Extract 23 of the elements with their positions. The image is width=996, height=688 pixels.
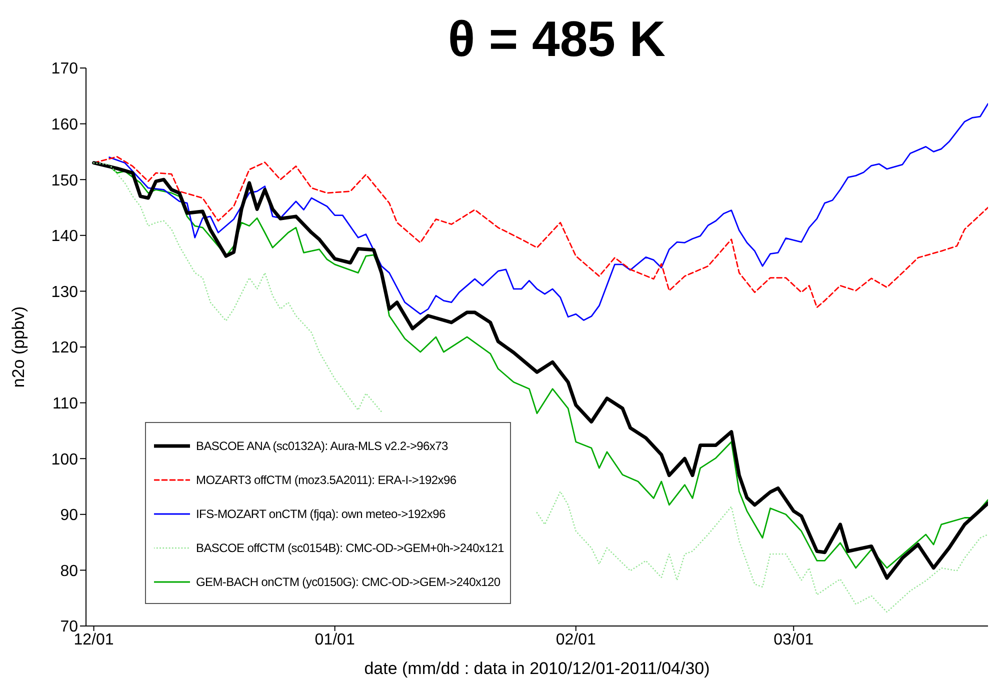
x-axis-title: date (mm/dd : data in 2010/12/01-2011/04/30) [364,659,710,678]
x-tick-label: 03/01 [774,631,814,648]
line-series [108,103,988,321]
y-tick-label: 170 [51,60,78,78]
x-tick-label: 01/01 [314,631,355,648]
y-tick-label: 140 [51,228,78,246]
legend-label: BASCOE offCTM (sc0154B): CMC-OD->GEM+0h->240x121 [196,541,504,555]
x-tick-label: 12/01 [74,631,114,648]
y-tick-label: 90 [60,507,78,524]
y-tick-label: 110 [52,395,78,412]
y-axis-title: n2o (ppbv) [9,306,28,388]
y-tick-label: 130 [51,284,78,301]
y-tick-label: 120 [51,340,78,357]
y-tick-label: 150 [51,172,78,190]
legend-label: IFS-MOZART onCTM (fjqa): own meteo->192x96 [196,507,446,521]
legend-label: BASCOE ANA (sc0132A): Aura-MLS v2.2->96x73 [196,439,448,453]
y-tick-label: 100 [51,451,78,468]
x-tick-label: 02/01 [556,631,596,648]
y-tick-label: 160 [51,116,78,134]
chart-title: θ = 485 K [448,10,666,68]
legend-label: MOZART3 offCTM (moz3.5A2011): ERA-I->192x96 [196,473,456,487]
legend-label: GEM-BACH onCTM (yc0150G): CMC-OD->GEM->240x120 [196,575,500,589]
y-tick-label: 80 [60,562,78,580]
